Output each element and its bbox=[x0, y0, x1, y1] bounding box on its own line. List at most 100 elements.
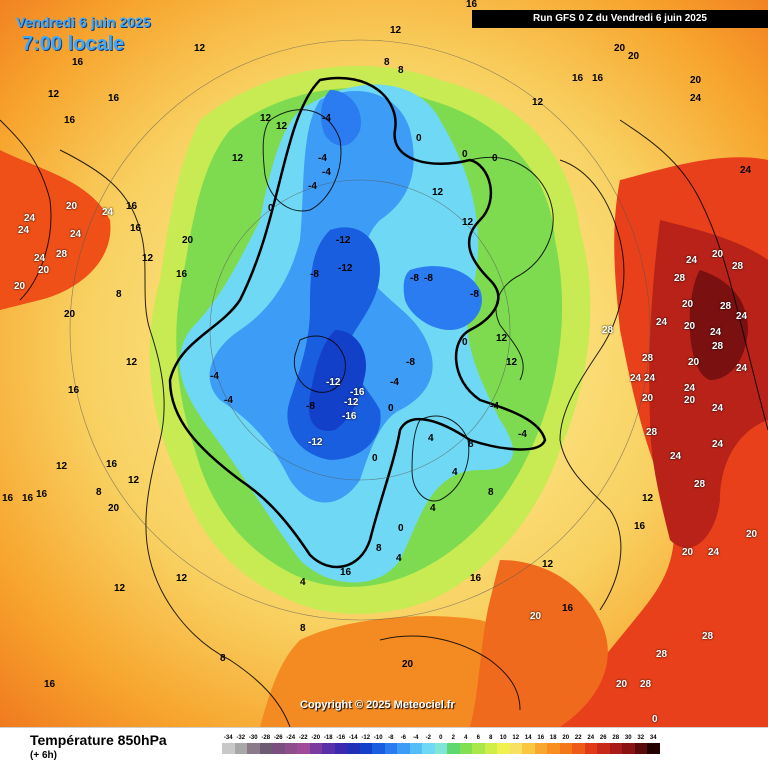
temp-label: 16 bbox=[466, 0, 478, 10]
temp-label: 24 bbox=[70, 229, 82, 240]
legend-cell: -8 bbox=[384, 734, 397, 754]
latitude-circle-inner bbox=[209, 179, 511, 481]
legend-swatch bbox=[409, 743, 422, 754]
legend-cell: -32 bbox=[234, 734, 247, 754]
legend-swatch bbox=[309, 743, 322, 754]
legend-tick: 4 bbox=[464, 735, 468, 741]
legend-cell: 16 bbox=[534, 734, 547, 754]
temp-label: 28 bbox=[720, 301, 732, 312]
legend-swatch bbox=[434, 743, 447, 754]
temp-label: 0 bbox=[268, 203, 274, 214]
temp-label: -4 bbox=[210, 371, 219, 382]
temp-label: 28 bbox=[646, 427, 658, 438]
legend-tick: 24 bbox=[587, 735, 595, 741]
legend-cell: -28 bbox=[259, 734, 272, 754]
legend-tick: -16 bbox=[336, 735, 346, 741]
legend-swatch bbox=[509, 743, 522, 754]
legend-swatch bbox=[297, 743, 310, 754]
legend-swatch bbox=[647, 743, 660, 754]
temp-label: 8 bbox=[116, 289, 122, 300]
temp-label: 12 bbox=[142, 253, 154, 264]
legend-cell: 2 bbox=[447, 734, 460, 754]
legend-tick: -4 bbox=[413, 735, 419, 741]
temp-label: 24 bbox=[736, 311, 748, 322]
temp-label: 16 bbox=[22, 493, 34, 504]
legend-swatch bbox=[272, 743, 285, 754]
temp-label: -8 bbox=[306, 401, 315, 412]
legend-tick: -32 bbox=[236, 735, 246, 741]
legend-cell: -4 bbox=[409, 734, 422, 754]
legend-cell: 34 bbox=[647, 734, 660, 754]
legend-tick: -14 bbox=[348, 735, 358, 741]
legend-tick: -34 bbox=[223, 735, 233, 741]
legend-cell: 8 bbox=[484, 734, 497, 754]
coastline-asia bbox=[469, 156, 554, 381]
temp-label: 0 bbox=[462, 337, 468, 348]
temp-label: -8 bbox=[424, 273, 433, 284]
temp-label: 28 bbox=[640, 679, 652, 690]
legend-cell: 22 bbox=[572, 734, 585, 754]
temp-label: 8 bbox=[376, 543, 382, 554]
temp-label: 16 bbox=[130, 223, 142, 234]
temp-label: 28 bbox=[602, 325, 614, 336]
temp-label: 4 bbox=[452, 467, 458, 478]
date-label: Vendredi 6 juin 2025 bbox=[16, 14, 151, 30]
warm-zone-west bbox=[0, 150, 111, 310]
legend-tick: 30 bbox=[624, 735, 632, 741]
temp-label: -4 bbox=[224, 395, 233, 406]
hour-label: 7:00 locale bbox=[22, 33, 125, 55]
temp-label: 16 bbox=[44, 679, 56, 690]
coastline-mediterranean bbox=[379, 635, 521, 711]
temp-label: 24 bbox=[656, 317, 668, 328]
temp-label: 28 bbox=[642, 353, 654, 364]
legend-cell: -16 bbox=[334, 734, 347, 754]
temp-label: 12 bbox=[114, 583, 126, 594]
temp-label: 0 bbox=[372, 453, 378, 464]
legend-tick: -24 bbox=[286, 735, 296, 741]
temp-label: -8 bbox=[310, 269, 319, 280]
zone-blue-nw bbox=[320, 90, 361, 146]
legend-swatch bbox=[484, 743, 497, 754]
legend-tick: -30 bbox=[248, 735, 258, 741]
temp-label: 20 bbox=[108, 503, 120, 514]
legend-cell: -24 bbox=[284, 734, 297, 754]
hot-core-east bbox=[689, 270, 748, 380]
legend-cell: -20 bbox=[309, 734, 322, 754]
legend-tick: 20 bbox=[562, 735, 570, 741]
legend-tick: -18 bbox=[323, 735, 333, 741]
temp-label: 12 bbox=[276, 121, 288, 132]
legend-cell: 24 bbox=[584, 734, 597, 754]
temp-label: 28 bbox=[702, 631, 714, 642]
legend-cell: -2 bbox=[422, 734, 435, 754]
temp-label: 16 bbox=[340, 567, 352, 578]
legend-swatch bbox=[284, 743, 297, 754]
temp-label: 12 bbox=[432, 187, 444, 198]
temp-label: 16 bbox=[108, 93, 120, 104]
temp-label: 8 bbox=[384, 57, 390, 68]
temp-label: 24 bbox=[686, 255, 698, 266]
footer: Température 850hPa (+ 6h) -34 -32 -30 -28 -2… bbox=[0, 727, 768, 769]
legend-tick: 18 bbox=[549, 735, 557, 741]
temp-label: 24 bbox=[34, 253, 46, 264]
temp-label: 24 bbox=[684, 383, 696, 394]
legend-cell: 32 bbox=[634, 734, 647, 754]
temp-label: 20 bbox=[530, 611, 542, 622]
temp-label: 24 bbox=[736, 363, 748, 374]
coastline-europe bbox=[559, 159, 625, 611]
legend-swatch bbox=[622, 743, 635, 754]
temp-label: 28 bbox=[674, 273, 686, 284]
temp-label: 16 bbox=[106, 459, 118, 470]
legend-swatch bbox=[384, 743, 397, 754]
coastline-north-america bbox=[59, 149, 291, 727]
legend-tick: -2 bbox=[425, 735, 431, 741]
legend-swatch bbox=[609, 743, 622, 754]
temp-label: -4 bbox=[308, 181, 317, 192]
orange-zone-southeast bbox=[470, 560, 608, 727]
temp-label: -12 bbox=[326, 377, 341, 388]
legend-cell: 14 bbox=[522, 734, 535, 754]
zero-isotherm bbox=[168, 76, 547, 569]
temp-label: 24 bbox=[710, 327, 722, 338]
temp-label: 12 bbox=[232, 153, 244, 164]
temp-label: 0 bbox=[416, 133, 422, 144]
coastline-greenland bbox=[262, 109, 342, 212]
